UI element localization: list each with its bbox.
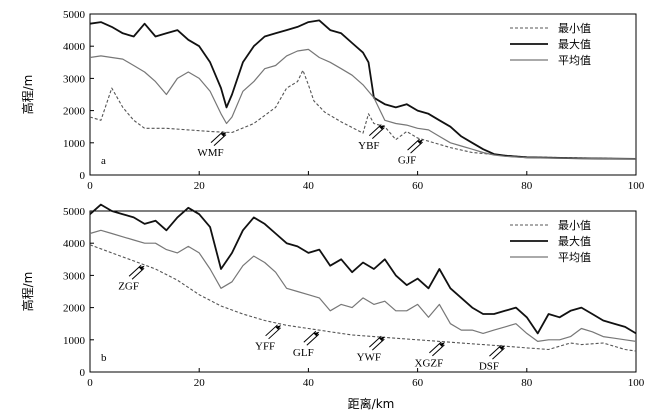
fault-arrow	[210, 131, 227, 147]
legend-label: 平均值	[558, 251, 591, 264]
panel-a: 0 20 40 60 80 100010002000300040005000高程/mWMF…	[20, 9, 645, 192]
y-tick-label: 1000	[63, 335, 86, 347]
series-line-solid	[89, 48, 637, 160]
legend-label: 最大值	[558, 37, 591, 51]
legend-label: 最大值	[558, 234, 591, 248]
y-tick-label: 3000	[63, 270, 86, 282]
fault-arrow	[407, 138, 424, 154]
fault-arrow	[128, 264, 145, 280]
y-tick-label: 5000	[63, 206, 86, 218]
y-tick-label: 4000	[63, 41, 86, 53]
x-tick-label: 20	[194, 180, 206, 192]
x-axis-label: 距离/km	[348, 396, 395, 411]
fault-arrow	[369, 335, 385, 351]
fault-label: DSF	[479, 361, 499, 373]
panel-label: a	[101, 155, 106, 167]
y-tick-label: 1000	[63, 138, 86, 150]
y-tick-label: 2000	[63, 106, 86, 118]
y-tick-label: 5000	[63, 9, 86, 21]
y-tick-label: 0	[80, 170, 86, 182]
y-axis-label: 高程/m	[20, 272, 35, 312]
y-tick-label: 2000	[63, 303, 86, 315]
fault-label: ZGF	[118, 281, 139, 293]
fault-arrow	[489, 344, 505, 360]
x-tick-label: 80	[521, 180, 533, 192]
panel-label: b	[101, 352, 107, 364]
y-axis-label: 高程/m	[20, 75, 35, 115]
x-tick-label: 60	[412, 377, 424, 389]
plot-frame	[89, 210, 637, 373]
fault-label: YFF	[255, 340, 275, 352]
x-tick-label: 40	[303, 377, 315, 389]
x-tick-label: 100	[628, 377, 645, 389]
legend-label: 最小值	[558, 219, 591, 232]
x-tick-label: 80	[521, 377, 533, 389]
x-tick-label: 100	[628, 180, 645, 192]
series-line-dashed	[89, 69, 637, 160]
x-tick-label: 0	[87, 180, 93, 192]
legend-label: 最小值	[558, 22, 591, 35]
fault-label: WMF	[197, 147, 223, 159]
fault-label: YBF	[358, 140, 379, 152]
fault-label: GLF	[293, 347, 314, 359]
plot-frame	[89, 13, 637, 176]
fault-label: XGZF	[415, 357, 444, 369]
fault-arrow	[265, 324, 282, 340]
x-tick-label: 60	[412, 180, 424, 192]
y-tick-label: 0	[80, 367, 86, 379]
y-tick-label: 3000	[63, 73, 86, 85]
x-tick-label: 0	[87, 377, 93, 389]
fault-arrow	[369, 124, 385, 139]
fault-arrow	[303, 330, 320, 346]
x-tick-label: 20	[194, 377, 206, 389]
fault-label: YWF	[357, 352, 381, 364]
series-line-dashed	[89, 244, 637, 352]
fault-label: GJF	[398, 155, 416, 167]
fault-arrow	[429, 341, 445, 357]
y-tick-label: 4000	[63, 238, 86, 250]
series-line-solid-thick	[89, 203, 637, 335]
series-line-solid-thick	[89, 19, 637, 160]
x-tick-label: 40	[303, 180, 315, 192]
series-line-solid	[89, 229, 637, 342]
legend-label: 平均值	[558, 54, 591, 67]
